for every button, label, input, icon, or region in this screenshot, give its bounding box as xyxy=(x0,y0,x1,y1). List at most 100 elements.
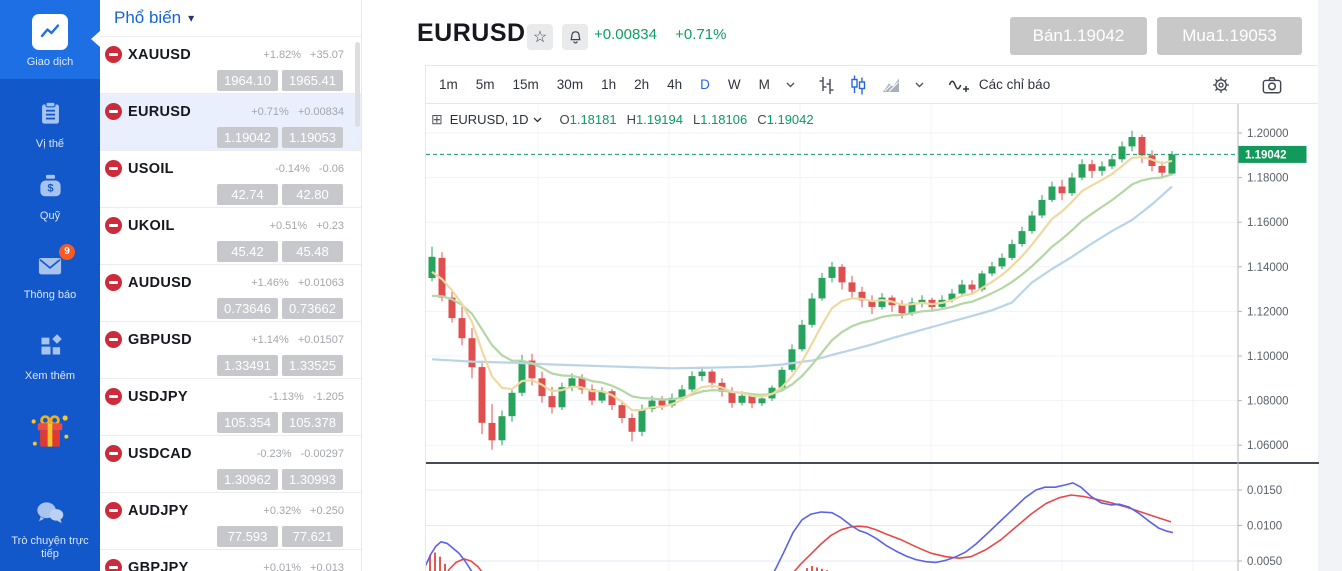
interval-15m[interactable]: 15m xyxy=(512,76,539,92)
ask-price-button[interactable]: 1965.41 xyxy=(282,70,343,91)
clipboard-icon-wrap xyxy=(37,100,64,132)
interval-30m[interactable]: 30m xyxy=(556,76,584,92)
ask-price-button[interactable]: 45.48 xyxy=(282,241,343,262)
symbol-name: AUDJPY xyxy=(128,502,189,519)
svg-text:0.0100: 0.0100 xyxy=(1247,521,1282,533)
indicators-label[interactable]: Các chỉ báo xyxy=(978,77,1051,92)
watchlist-row[interactable]: USDJPY -1.13% -1.205 105.354 105.378 xyxy=(100,379,361,436)
sidebar-item-quỹ[interactable]: $ Quỹ xyxy=(0,158,100,222)
watchlist-row[interactable]: USOIL -0.14% -0.06 42.74 42.80 xyxy=(100,151,361,208)
price-change-group: +0.00834 +0.71% xyxy=(594,26,740,43)
remove-symbol-icon[interactable] xyxy=(105,103,122,120)
remove-symbol-icon[interactable] xyxy=(105,445,122,462)
svg-text:1.18000: 1.18000 xyxy=(1247,173,1289,185)
screenshot-button[interactable] xyxy=(1254,75,1290,95)
gear-icon xyxy=(1213,76,1229,93)
interval-1h[interactable]: 1h xyxy=(601,76,617,92)
watchlist-category-dropdown[interactable]: Phổ biến ▾ xyxy=(100,0,361,37)
chart-type-candles-button[interactable] xyxy=(842,74,874,95)
symbol-change: -0.06 xyxy=(318,162,344,175)
interval-4h[interactable]: 4h xyxy=(667,76,683,92)
interval-d[interactable]: D xyxy=(700,76,710,92)
ask-price-button[interactable]: 1.19053 xyxy=(282,127,343,148)
ask-price-button[interactable]: 77.621 xyxy=(282,526,343,547)
watchlist-row[interactable]: UKOIL +0.51% +0.23 45.42 45.48 xyxy=(100,208,361,265)
buy-button[interactable]: Mua1.19053 xyxy=(1157,17,1302,55)
price-change: +0.00834 xyxy=(594,26,657,43)
interval-m[interactable]: M xyxy=(758,76,770,92)
watchlist-rows: XAUUSD +1.82% +35.07 1964.10 1965.41 EURU… xyxy=(100,37,361,571)
sidebar-item-trò-chuyện-trực-tiếp[interactable]: Trò chuyện trực tiếp xyxy=(0,486,100,566)
watchlist-row[interactable]: AUDJPY +0.32% +0.250 77.593 77.621 xyxy=(100,493,361,550)
ask-price-button[interactable]: 105.378 xyxy=(282,412,343,433)
sidebar-item-xem-thêm[interactable]: Xem thêm xyxy=(0,318,100,384)
interval-w[interactable]: W xyxy=(727,76,741,92)
positions-clipboard-icon xyxy=(41,101,59,124)
symbol-change: +0.01507 xyxy=(297,333,344,346)
remove-symbol-icon[interactable] xyxy=(105,388,122,405)
bid-price-button[interactable]: 42.74 xyxy=(217,184,278,205)
bell-icon xyxy=(570,30,580,43)
symbol-timeframe-dropdown[interactable]: EURUSD, 1D xyxy=(450,112,543,127)
symbol-change-percent: -0.23% xyxy=(256,447,292,460)
interval-2h[interactable]: 2h xyxy=(634,76,650,92)
interval-5m[interactable]: 5m xyxy=(475,76,495,92)
sidebar-item-vị-thế[interactable]: Vị thế xyxy=(0,86,100,150)
watchlist-row[interactable]: EURUSD +0.71% +0.00834 1.19042 1.19053 xyxy=(100,94,361,151)
ask-price-button[interactable]: 42.80 xyxy=(282,184,343,205)
svg-text:1.08000: 1.08000 xyxy=(1247,396,1289,408)
chart-canvas[interactable]: ⊞ EURUSD, 1D O1.18181 H1.19194 L1.18106 … xyxy=(426,104,1319,571)
camera-icon xyxy=(1262,76,1282,93)
remove-symbol-icon[interactable] xyxy=(105,46,122,63)
price-chart[interactable]: 1.20000 1.18000 1.16000 1.14000 1.12000 1.100… xyxy=(426,104,1319,571)
remove-symbol-icon[interactable] xyxy=(105,559,122,571)
candles xyxy=(426,130,1238,450)
bid-price-button[interactable]: 1.33491 xyxy=(217,355,278,376)
watchlist-row[interactable]: AUDUSD +1.46% +0.01063 0.73646 0.73662 xyxy=(100,265,361,322)
remove-symbol-icon[interactable] xyxy=(105,274,122,291)
last-price-badge: 1.19042 xyxy=(1238,145,1307,163)
ask-price-button[interactable]: 1.30993 xyxy=(282,469,343,490)
bid-price-button[interactable]: 1.30962 xyxy=(217,469,278,490)
svg-text:1.10000: 1.10000 xyxy=(1247,351,1289,363)
chart-settings-button[interactable] xyxy=(1204,75,1238,95)
sidebar-item-thông-báo[interactable]: 9 Thông báo xyxy=(0,238,100,304)
sidebar-item-gift[interactable] xyxy=(0,398,100,484)
legend-expand-icon[interactable]: ⊞ xyxy=(431,111,443,127)
sidebar-item-label: Xem thêm xyxy=(24,370,76,382)
bid-price-button[interactable]: 1964.10 xyxy=(217,70,278,91)
watchlist-row[interactable]: XAUUSD +1.82% +35.07 1964.10 1965.41 xyxy=(100,37,361,94)
remove-symbol-icon[interactable] xyxy=(105,502,122,519)
interval-more-chevron[interactable] xyxy=(779,82,802,88)
bid-price-button[interactable]: 45.42 xyxy=(217,241,278,262)
ask-price-button[interactable]: 0.73662 xyxy=(282,298,343,319)
ask-price-button[interactable]: 1.33525 xyxy=(282,355,343,376)
bid-price-button[interactable]: 0.73646 xyxy=(217,298,278,319)
watchlist-row[interactable]: GBPJPY +0.01% +0.013 xyxy=(100,550,361,571)
remove-symbol-icon[interactable] xyxy=(105,331,122,348)
bid-price-button[interactable]: 1.19042 xyxy=(217,127,278,148)
chevron-down-icon xyxy=(534,117,542,122)
watchlist-row[interactable]: USDCAD -0.23% -0.00297 1.30962 1.30993 xyxy=(100,436,361,493)
ohlc-values: O1.18181 H1.19194 L1.18106 C1.19042 xyxy=(559,112,814,127)
bid-price-button[interactable]: 77.593 xyxy=(217,526,278,547)
remove-symbol-icon[interactable] xyxy=(105,160,122,177)
interval-1m[interactable]: 1m xyxy=(439,76,458,92)
indicators-button[interactable] xyxy=(941,76,977,94)
symbol-change: +0.250 xyxy=(310,504,344,517)
alert-bell-button[interactable] xyxy=(562,24,588,50)
sidebar-item-giao-dịch[interactable]: Giao dịch xyxy=(0,0,100,79)
gift-icon-wrap xyxy=(29,412,71,457)
chart-type-bars-button[interactable] xyxy=(810,75,842,95)
favorite-star-button[interactable]: ☆ xyxy=(527,24,553,50)
remove-symbol-icon[interactable] xyxy=(105,217,122,234)
watchlist-row[interactable]: GBPUSD +1.14% +0.01507 1.33491 1.33525 xyxy=(100,322,361,379)
bid-price-button[interactable]: 105.354 xyxy=(217,412,278,433)
chart-type-more-chevron[interactable] xyxy=(908,82,931,88)
chart-type-area-button[interactable] xyxy=(874,75,908,94)
chart-svg[interactable]: 1.20000 1.18000 1.16000 1.14000 1.12000 1.100… xyxy=(426,104,1319,571)
sell-button[interactable]: Bán1.19042 xyxy=(1010,17,1147,55)
symbol-change-percent: +0.71% xyxy=(251,105,289,118)
watchlist-scrollbar[interactable] xyxy=(355,42,360,127)
